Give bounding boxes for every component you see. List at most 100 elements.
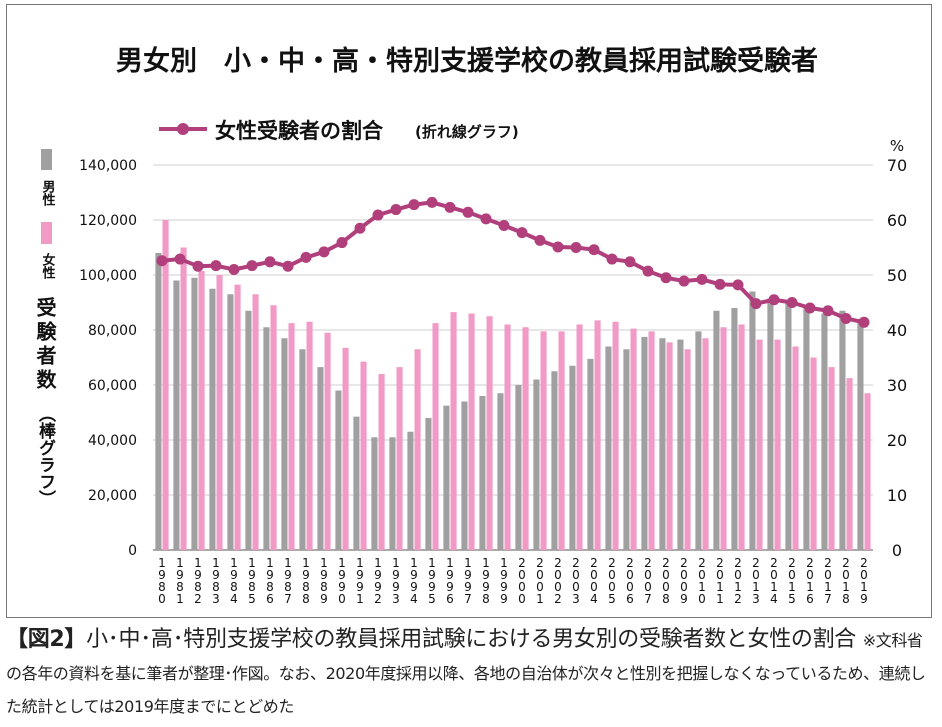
bar-male	[389, 437, 396, 550]
bar-male	[335, 390, 342, 550]
x-tick-digit: 4	[410, 592, 418, 606]
bar-male	[749, 291, 756, 550]
x-tick-digit: 0	[752, 568, 760, 582]
x-tick-digit: 9	[266, 568, 274, 582]
x-tick-digit: 0	[338, 592, 346, 606]
bar-male	[497, 393, 504, 550]
bar-female	[576, 324, 583, 550]
chart-title: 男女別 小・中・高・特別支援学校の教員採用試験受験者	[116, 45, 818, 77]
x-tick-digit: 0	[536, 568, 544, 582]
x-tick-digit: 9	[284, 568, 292, 582]
x-tick-digit: 1	[320, 556, 328, 570]
bar-female	[630, 328, 637, 550]
x-tick-digit: 9	[320, 568, 328, 582]
bar-female	[864, 393, 871, 550]
left-axis-title: 受験者数	[33, 296, 57, 393]
ratio-point	[786, 297, 798, 308]
x-tick-digit: 1	[356, 556, 364, 570]
x-tick-digit: 3	[212, 592, 220, 606]
x-tick-digit: 0	[788, 568, 796, 582]
bar-female	[288, 323, 295, 550]
bar-male	[281, 338, 288, 550]
x-tick-digit: 1	[716, 580, 724, 594]
x-tick-digit: 4	[590, 592, 598, 606]
x-tick-digit: 9	[302, 568, 310, 582]
x-tick-digit: 1	[374, 556, 382, 570]
ratio-point	[858, 316, 870, 328]
x-tick-digit: 8	[842, 592, 850, 606]
x-tick-label: 2019	[860, 556, 868, 606]
x-tick-digit: 2	[716, 556, 724, 570]
x-tick-digit: 1	[212, 556, 220, 570]
x-tick-digit: 2	[626, 556, 634, 570]
x-tick-digit: 1	[428, 556, 436, 570]
x-tick-digit: 2	[680, 556, 688, 570]
x-tick-digit: 1	[194, 556, 202, 570]
x-tick-digit: 1	[860, 580, 868, 594]
bar-female	[810, 357, 817, 550]
x-tick-digit: 8	[662, 592, 670, 606]
x-tick-digit: 0	[680, 568, 688, 582]
x-tick-digit: 2	[536, 556, 544, 570]
x-tick-digit: 9	[428, 568, 436, 582]
x-tick-digit: 2	[644, 556, 652, 570]
left-tick-label: 120,000	[79, 213, 137, 229]
x-tick-digit: 8	[302, 580, 310, 594]
x-tick-digit: 8	[284, 580, 292, 594]
bar-female	[198, 270, 205, 550]
x-tick-digit: 2	[752, 556, 760, 570]
bar-female	[684, 349, 691, 550]
x-tick-digit: 7	[284, 592, 292, 606]
bar-male	[821, 313, 828, 550]
x-tick-digit: 9	[860, 592, 868, 606]
x-axis-ticks: 1980198119821983198419851986198719881989…	[158, 556, 868, 606]
x-tick-digit: 1	[176, 592, 184, 606]
bar-female	[378, 374, 385, 550]
bar-male	[803, 305, 810, 550]
bar-male	[533, 379, 540, 550]
legend-swatch-male	[41, 149, 52, 170]
ratio-point	[696, 273, 708, 285]
bar-female	[180, 247, 187, 550]
x-tick-digit: 0	[770, 568, 778, 582]
x-tick-digit: 9	[428, 580, 436, 594]
x-tick-digit: 9	[248, 568, 256, 582]
bar-male	[839, 310, 846, 550]
bar-female	[504, 324, 511, 550]
x-tick-digit: 0	[662, 568, 670, 582]
left-axis-title-note: （棒グラフ）	[35, 405, 56, 507]
x-tick-digit: 2	[770, 556, 778, 570]
x-tick-digit: 9	[230, 568, 238, 582]
bar-male	[479, 396, 486, 550]
bar-male	[407, 431, 414, 550]
bar-female	[162, 220, 169, 550]
ratio-point	[534, 234, 546, 246]
right-tick-label: 40	[887, 321, 907, 340]
left-tick-label: 80,000	[88, 323, 137, 339]
x-tick-digit: 2	[860, 556, 868, 570]
x-tick-digit: 1	[356, 592, 364, 606]
x-tick-digit: 9	[374, 580, 382, 594]
bar-male	[461, 401, 468, 550]
bar-male	[515, 385, 522, 550]
bar-male	[605, 346, 612, 550]
x-tick-digit: 9	[176, 568, 184, 582]
x-tick-digit: 2	[734, 556, 742, 570]
x-tick-digit: 2	[734, 592, 742, 606]
ratio-point	[444, 201, 456, 213]
x-tick-digit: 9	[212, 568, 220, 582]
x-tick-digit: 8	[266, 580, 274, 594]
right-tick-label: 20	[887, 431, 907, 450]
right-tick-label: 30	[887, 376, 907, 395]
x-tick-digit: 1	[338, 556, 346, 570]
line-legend-note: (折れ線グラフ)	[415, 123, 519, 141]
x-tick-digit: 1	[500, 556, 508, 570]
x-tick-digit: 1	[176, 556, 184, 570]
bar-male	[785, 302, 792, 550]
bar-female	[558, 331, 565, 550]
bar-female	[396, 367, 403, 550]
